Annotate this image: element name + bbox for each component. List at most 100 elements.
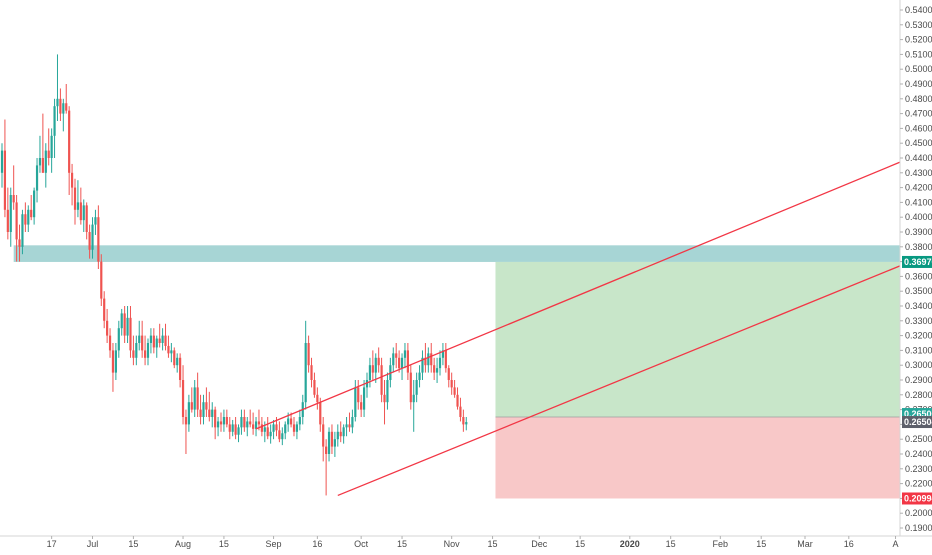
candle: [12, 165, 15, 210]
candle: [33, 187, 36, 225]
candle: [348, 412, 351, 432]
time-tick-label: 15: [397, 539, 407, 549]
candle-body: [108, 335, 112, 351]
candle: [421, 350, 424, 380]
candle: [91, 217, 94, 259]
candle: [249, 409, 252, 428]
candle-body: [173, 350, 176, 366]
price-badge: [902, 255, 932, 268]
candle-body: [35, 165, 39, 191]
candle: [0, 143, 4, 188]
candle-body: [117, 328, 120, 351]
time-tick-label: 15: [128, 539, 138, 549]
candle: [292, 417, 296, 437]
candle-body: [164, 335, 167, 346]
candle-body: [181, 380, 185, 417]
candle: [295, 421, 299, 440]
candle-body: [33, 190, 36, 218]
candle-body: [176, 357, 179, 366]
price-badge: [902, 416, 932, 429]
candle: [354, 380, 357, 422]
candle-body: [76, 202, 80, 210]
candle-body: [444, 350, 447, 369]
candle: [257, 409, 261, 431]
candle-body: [179, 357, 182, 380]
candle-body: [12, 195, 15, 203]
candle-body: [205, 402, 208, 410]
candle-body: [307, 343, 310, 366]
candle: [216, 417, 220, 437]
candle: [146, 338, 150, 366]
candle-body: [44, 150, 47, 173]
candle-body: [278, 430, 281, 440]
candle: [176, 353, 179, 373]
candle: [68, 106, 71, 195]
candle-body: [260, 424, 263, 432]
candle: [158, 323, 161, 348]
candle: [170, 343, 173, 363]
candle-body: [327, 431, 331, 454]
candle: [97, 205, 100, 269]
candle-body: [123, 313, 126, 336]
candle: [433, 357, 436, 380]
candle: [240, 409, 243, 435]
time-tick-label: 15: [756, 539, 766, 549]
candle: [181, 365, 185, 425]
candle-body: [272, 424, 275, 432]
candle: [56, 54, 59, 121]
candle: [111, 343, 115, 392]
candle: [114, 343, 117, 380]
candle-body: [237, 427, 240, 435]
candle-body: [456, 394, 459, 407]
candle-body: [30, 209, 33, 218]
candles-layer[interactable]: [0, 54, 468, 496]
candle: [444, 343, 447, 373]
candle: [228, 417, 231, 440]
time-tick-label: Mar: [797, 539, 813, 549]
candle-body: [357, 387, 360, 403]
candle-body: [453, 387, 456, 395]
candle: [435, 357, 439, 383]
candle-body: [351, 417, 354, 428]
candle: [59, 88, 62, 121]
candle: [462, 409, 465, 432]
time-tick-label: 15: [219, 539, 229, 549]
candle-body: [24, 214, 27, 225]
candle: [120, 308, 123, 336]
time-tick-label: 15: [666, 539, 676, 549]
candle: [18, 224, 21, 262]
candle-body: [447, 368, 450, 380]
candle-body: [211, 409, 214, 417]
candle: [272, 419, 275, 440]
candle: [219, 412, 223, 432]
candle: [62, 98, 65, 132]
candle: [190, 387, 193, 413]
candle: [427, 347, 430, 373]
candle-body: [97, 217, 100, 262]
candle: [85, 202, 88, 240]
candle: [193, 380, 196, 417]
candle: [360, 394, 363, 417]
candle: [65, 84, 68, 114]
candle-body: [383, 394, 386, 403]
candle-body: [155, 338, 158, 348]
time-axis[interactable]: 17 Jul 15 Aug 15 Sep 16 Oct 15 Nov 15 Dec 15 2020 15 Fe…: [0, 535, 932, 549]
time-tick-label: 15: [488, 539, 498, 549]
channel-upper-line: [255, 161, 901, 430]
candle: [345, 417, 348, 437]
candle: [456, 387, 459, 410]
candle-body: [111, 350, 115, 373]
candle: [392, 347, 395, 373]
